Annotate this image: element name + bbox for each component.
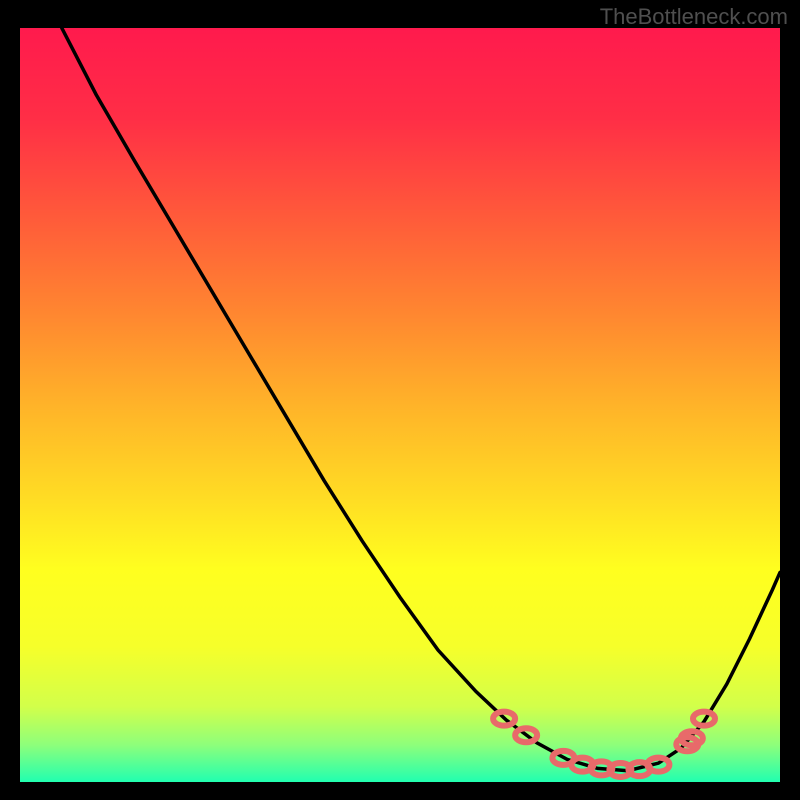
watermark-text: TheBottleneck.com [600,4,788,30]
markers-group [493,712,715,777]
curve-line [62,28,780,771]
plot-area [20,28,780,782]
chart-svg [20,28,780,782]
